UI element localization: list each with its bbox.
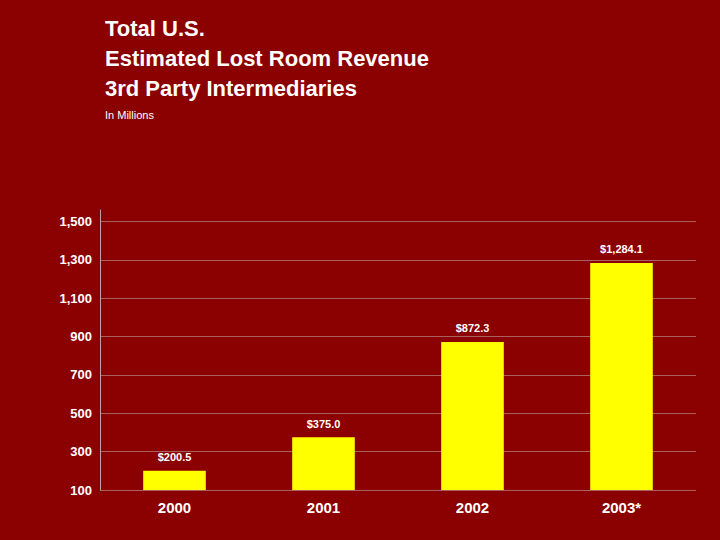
svg-text:1,100: 1,100 (59, 291, 92, 306)
svg-text:2003*: 2003* (602, 499, 641, 516)
svg-text:$375.0: $375.0 (307, 418, 341, 430)
svg-text:$200.5: $200.5 (158, 451, 192, 463)
svg-text:2000: 2000 (158, 499, 191, 516)
svg-text:700: 700 (70, 367, 92, 382)
svg-text:1,500: 1,500 (59, 214, 92, 229)
svg-text:1,300: 1,300 (59, 252, 92, 267)
svg-text:100: 100 (70, 483, 92, 498)
svg-text:$872.3: $872.3 (456, 322, 490, 334)
svg-text:2002: 2002 (456, 499, 489, 516)
svg-text:500: 500 (70, 406, 92, 421)
svg-text:Total U.S.: Total U.S. (105, 16, 205, 41)
svg-text:300: 300 (70, 444, 92, 459)
svg-text:$1,284.1: $1,284.1 (600, 243, 643, 255)
svg-text:900: 900 (70, 329, 92, 344)
svg-text:Estimated Lost Room Revenue: Estimated Lost Room Revenue (105, 46, 429, 71)
svg-text:3rd Party Intermediaries: 3rd Party Intermediaries (105, 76, 357, 101)
svg-text:2001: 2001 (307, 499, 340, 516)
svg-text:In Millions: In Millions (105, 109, 154, 121)
